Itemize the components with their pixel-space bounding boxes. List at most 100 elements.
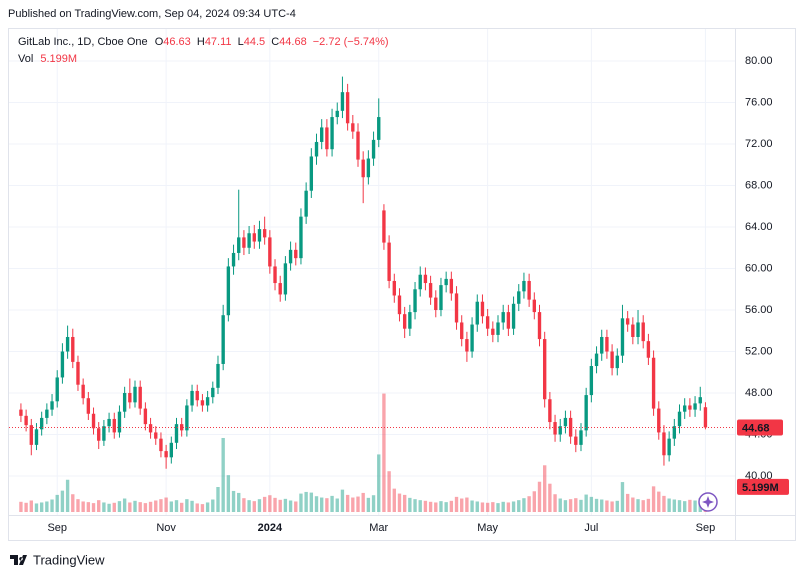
volume-bar	[50, 499, 54, 512]
volume-bar	[382, 393, 386, 512]
volume-bar	[314, 496, 319, 512]
volume-bar	[55, 494, 59, 512]
candle-body	[179, 424, 184, 431]
candle-body	[397, 295, 402, 315]
volume-bar	[485, 502, 490, 512]
candle-body	[231, 252, 236, 267]
volume-bar	[24, 502, 28, 512]
candle-body	[408, 312, 412, 329]
indicator-icon[interactable]	[698, 492, 718, 512]
volume-bar	[537, 481, 542, 512]
candle-body	[76, 361, 80, 385]
volume-bar	[428, 501, 433, 512]
candle-body	[657, 408, 661, 433]
volume-bar	[600, 499, 604, 512]
candle-body	[133, 386, 137, 403]
candle-body	[200, 400, 205, 406]
volume-bar	[610, 501, 614, 512]
volume-bar	[325, 498, 329, 512]
candle-body	[683, 405, 687, 412]
volume-bar	[662, 495, 666, 512]
candle-body	[392, 280, 396, 296]
volume-bar	[371, 495, 376, 512]
volume-bar	[91, 503, 96, 512]
candle-body	[563, 417, 568, 427]
candle-body	[71, 336, 75, 362]
candle-body	[273, 266, 277, 284]
volume-bar	[122, 498, 127, 512]
volume-bar	[211, 499, 215, 512]
candle-body	[698, 397, 702, 404]
volume-bar	[439, 501, 443, 512]
candle-body	[268, 237, 272, 267]
candle-body	[330, 117, 334, 150]
candle-body	[434, 297, 438, 311]
candle-body	[402, 314, 407, 329]
volume-bar	[641, 500, 645, 512]
volume-bar	[496, 503, 500, 512]
volume-bar	[672, 499, 677, 512]
volume-bar	[683, 501, 687, 512]
last-price-label: 44.68	[742, 422, 770, 434]
volume-bar	[190, 500, 194, 512]
candle-body	[164, 451, 168, 458]
candle-body	[423, 274, 428, 284]
volume-bar	[413, 499, 417, 512]
volume-bar	[299, 493, 303, 512]
volume-bar	[693, 500, 697, 512]
candle-body	[148, 424, 153, 433]
candle-body	[97, 428, 101, 441]
volume-bar	[615, 500, 619, 512]
candle-body	[262, 229, 267, 238]
footer-brand: TradingView	[33, 552, 105, 567]
volume-bar	[532, 491, 536, 512]
volume-bar	[107, 503, 111, 512]
candle-body	[283, 263, 288, 295]
candle-body	[19, 409, 23, 416]
volume-bar	[195, 503, 199, 512]
candle-body	[86, 398, 91, 414]
volume-bar	[387, 471, 391, 512]
candle-body	[169, 442, 173, 458]
volume-bar	[138, 502, 142, 512]
candle-body	[677, 411, 682, 427]
candle-body	[703, 407, 708, 428]
candle-body	[574, 436, 578, 445]
open-prefix: O	[155, 36, 164, 48]
volume-bar	[294, 501, 298, 512]
volume-bar	[527, 496, 531, 512]
candle-body	[413, 289, 417, 313]
volume-bar	[620, 482, 625, 512]
last-price-box	[737, 419, 783, 436]
candle-body	[693, 403, 697, 410]
volume-bar	[517, 500, 521, 512]
volume-bar	[434, 502, 438, 512]
volume-bar	[154, 500, 158, 512]
candle-body	[237, 237, 241, 253]
volume-bar	[542, 465, 547, 512]
volume-bar	[164, 497, 168, 512]
volume-bar	[159, 499, 163, 512]
volume-series	[19, 393, 708, 512]
candle-body	[345, 92, 350, 124]
volume-bar	[252, 501, 256, 512]
volume-bar	[677, 500, 682, 512]
volume-bar	[568, 499, 573, 512]
volume-bar	[34, 503, 39, 512]
close-value: 44.68	[279, 36, 307, 48]
candle-body	[81, 384, 85, 399]
candle-body	[480, 301, 485, 317]
candle-body	[475, 301, 479, 325]
volume-bar	[226, 475, 231, 512]
volume-bar	[522, 498, 526, 512]
candle-body	[444, 278, 448, 286]
candle-body	[242, 237, 246, 248]
candle-body	[226, 266, 231, 316]
candle-body	[351, 123, 355, 132]
volume-bar	[397, 493, 402, 512]
candle-body	[449, 278, 454, 294]
published-note: Published on TradingView.com, Sep 04, 20…	[8, 8, 296, 20]
icon-star[interactable]	[702, 496, 714, 508]
